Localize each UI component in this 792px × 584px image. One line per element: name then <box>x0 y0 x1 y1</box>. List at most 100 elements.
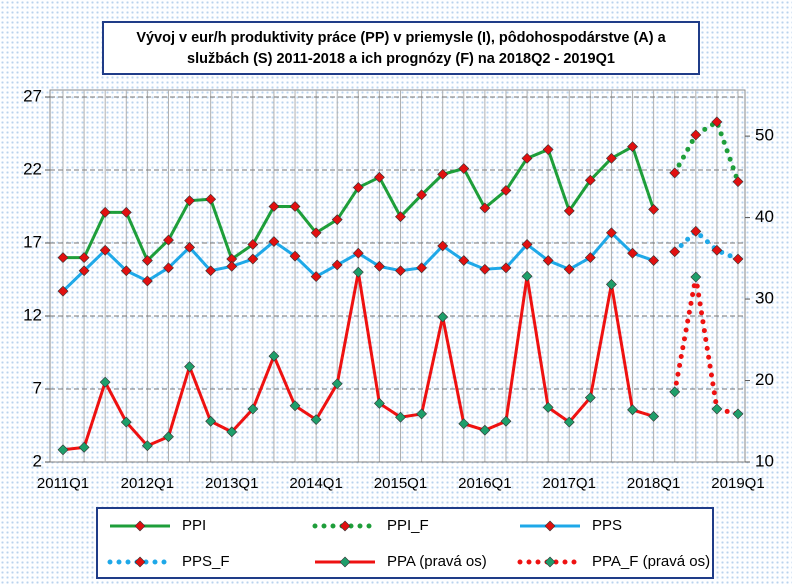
series-marker <box>395 265 406 277</box>
series-marker <box>163 262 174 274</box>
title-box <box>102 21 700 75</box>
legend-marker <box>339 556 351 568</box>
legend-marker <box>134 556 146 568</box>
series-marker <box>690 271 702 283</box>
legend-label: PPA_F (pravá os) <box>592 553 710 570</box>
series-marker <box>479 263 491 275</box>
series-marker <box>247 403 259 415</box>
series-marker <box>458 255 470 266</box>
y2-tick-label: 50 <box>755 126 774 145</box>
legend-label: PPA (pravá os) <box>387 553 487 570</box>
series-marker <box>205 415 217 427</box>
series-marker <box>584 392 596 404</box>
series-marker <box>711 116 723 128</box>
series-marker <box>479 424 491 436</box>
series-marker <box>500 415 512 427</box>
series-marker <box>669 167 681 179</box>
series-marker <box>247 253 259 265</box>
series-marker <box>310 227 322 239</box>
series-marker <box>205 193 217 205</box>
series-marker <box>268 201 280 212</box>
series-marker <box>521 152 533 164</box>
legend-marker <box>544 556 556 568</box>
series-marker <box>584 174 596 186</box>
series-line <box>672 118 741 185</box>
series-marker <box>120 206 132 218</box>
series-marker <box>648 255 660 266</box>
series-marker <box>458 418 470 430</box>
y2-tick-label: 20 <box>755 370 774 389</box>
y-tick-label: 17 <box>23 232 42 251</box>
series-marker <box>352 247 364 259</box>
y-tick-label: 22 <box>23 159 42 178</box>
series-marker <box>690 129 702 141</box>
series-marker <box>373 171 385 183</box>
y-tick-label: 12 <box>23 305 42 324</box>
series-marker <box>289 250 301 262</box>
series-marker <box>352 266 364 278</box>
series-marker <box>78 252 90 264</box>
series-marker <box>57 285 69 297</box>
series-marker <box>416 262 428 274</box>
x-tick-label: 2019Q1 <box>711 475 764 492</box>
series-marker <box>289 201 301 212</box>
legend-label: PPS_F <box>182 553 230 570</box>
series-marker <box>627 141 638 153</box>
series-marker <box>500 262 512 274</box>
series-marker <box>268 236 280 247</box>
series-marker <box>500 185 512 196</box>
series-marker <box>57 252 69 264</box>
x-tick-label: 2017Q1 <box>543 475 596 492</box>
y-tick-label: 27 <box>23 86 42 105</box>
series-marker <box>352 182 364 193</box>
series-marker <box>669 246 681 258</box>
y-tick-label: 7 <box>33 378 42 397</box>
series-marker <box>310 271 322 283</box>
series-marker <box>226 426 238 438</box>
y-tick-label: 2 <box>33 451 42 470</box>
series-marker <box>247 239 259 250</box>
legend-marker <box>134 520 146 532</box>
series-marker <box>416 189 428 201</box>
series-marker <box>331 378 343 390</box>
series-marker <box>627 247 638 259</box>
series-marker <box>563 416 575 428</box>
series-marker <box>458 163 470 174</box>
series-line <box>672 276 741 417</box>
series-marker <box>563 263 575 275</box>
series-marker <box>99 376 111 388</box>
series-marker <box>120 265 132 277</box>
series-marker <box>479 202 491 214</box>
series-marker <box>437 168 449 180</box>
legend-label: PPI <box>182 517 206 534</box>
series-marker <box>78 265 90 277</box>
x-tick-label: 2018Q1 <box>627 475 680 492</box>
series-marker <box>584 252 596 264</box>
series-marker <box>606 227 617 239</box>
chart-title: Vývoj v eur/h produktivity práce (PP) v … <box>136 30 666 46</box>
series-marker <box>373 260 385 272</box>
series-marker <box>78 441 90 453</box>
legend-label: PPI_F <box>387 517 429 534</box>
x-tick-label: 2011Q1 <box>37 475 89 492</box>
legend-box <box>96 507 714 579</box>
series-marker <box>310 414 322 426</box>
legend-marker <box>544 520 556 532</box>
x-tick-label: 2016Q1 <box>458 475 511 492</box>
series-marker <box>184 361 195 373</box>
legend-marker <box>339 520 351 532</box>
series-marker <box>732 408 744 420</box>
series-marker <box>120 416 132 428</box>
series-marker <box>542 401 554 413</box>
series-marker <box>141 275 153 287</box>
series-marker <box>732 253 744 265</box>
series-marker <box>57 444 69 456</box>
legend-label: PPS <box>592 517 622 534</box>
series-marker <box>711 403 723 415</box>
series-marker <box>732 176 744 188</box>
series-marker <box>437 311 449 323</box>
x-tick-label: 2013Q1 <box>205 475 258 492</box>
series-marker <box>416 408 428 420</box>
